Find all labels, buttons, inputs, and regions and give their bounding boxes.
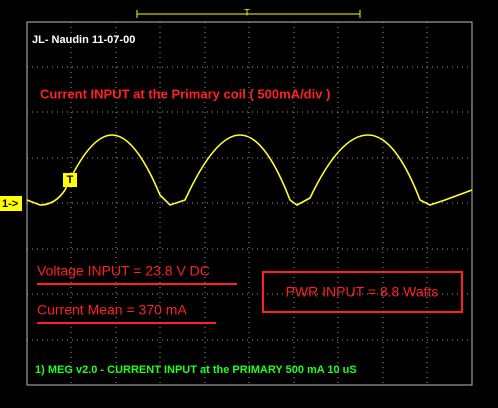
timebase-bracket	[136, 10, 361, 18]
graticule-border	[26, 21, 473, 386]
channel-info: 1) MEG v2.0 - CURRENT INPUT at the PRIMA…	[35, 364, 357, 376]
timebase-marker: T	[244, 7, 250, 17]
grid	[27, 22, 472, 385]
power-label: PWR INPUT = 8.8 Watts	[286, 284, 439, 300]
current-label: Current Mean = 370 mA	[37, 302, 187, 318]
author-label: JL- Naudin 11-07-00	[32, 34, 135, 46]
waveform	[26, 134, 473, 206]
trigger-marker-bg	[63, 173, 77, 187]
channel-marker: 1->	[2, 198, 18, 210]
trace-title: Current INPUT at the Primary coil ( 500m…	[40, 86, 330, 101]
channel-marker-bg	[0, 196, 22, 211]
voltage-label: Voltage INPUT = 23.8 V DC	[37, 263, 210, 279]
trigger-marker: T	[67, 174, 74, 186]
power-box	[262, 271, 463, 313]
